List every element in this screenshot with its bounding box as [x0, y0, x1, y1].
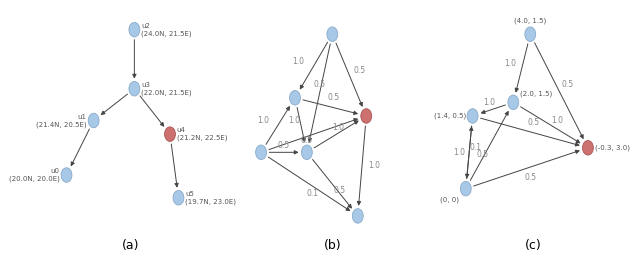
Text: 0.1: 0.1 — [307, 189, 319, 198]
Text: 0.5: 0.5 — [353, 66, 365, 75]
Circle shape — [460, 181, 471, 196]
Text: 0.5: 0.5 — [328, 93, 340, 102]
Text: (0, 0): (0, 0) — [440, 197, 459, 203]
Text: (-0.3, 3.0): (-0.3, 3.0) — [595, 144, 630, 151]
Text: (b): (b) — [323, 239, 341, 252]
Circle shape — [467, 109, 478, 123]
Text: 0.5: 0.5 — [278, 141, 290, 150]
Text: 0.5: 0.5 — [301, 136, 313, 146]
Text: 1.0: 1.0 — [292, 57, 305, 66]
Text: (1.4, 0.5): (1.4, 0.5) — [433, 113, 466, 119]
Text: u1
(21.4N, 20.5E): u1 (21.4N, 20.5E) — [36, 114, 87, 127]
Text: 1.0: 1.0 — [453, 148, 465, 157]
Text: 0.5: 0.5 — [333, 187, 345, 195]
Circle shape — [301, 145, 312, 160]
Text: 0.5: 0.5 — [527, 118, 540, 127]
Text: 0.5: 0.5 — [561, 80, 573, 89]
Text: (4.0, 1.5): (4.0, 1.5) — [514, 17, 547, 24]
Text: (c): (c) — [525, 239, 542, 252]
Circle shape — [88, 113, 99, 128]
Circle shape — [61, 168, 72, 182]
Text: u2
(24.0N, 21.5E): u2 (24.0N, 21.5E) — [141, 23, 192, 37]
Circle shape — [361, 109, 372, 123]
Circle shape — [173, 190, 184, 205]
Text: 0.1: 0.1 — [470, 143, 482, 152]
Text: (a): (a) — [122, 239, 140, 252]
Circle shape — [164, 127, 175, 141]
Text: (2.0, 1.5): (2.0, 1.5) — [520, 90, 552, 96]
Text: 0.5: 0.5 — [477, 150, 489, 159]
Circle shape — [582, 141, 593, 155]
Text: u3
(22.0N, 21.5E): u3 (22.0N, 21.5E) — [141, 82, 192, 96]
Text: 1.0: 1.0 — [484, 98, 495, 107]
Text: 1.0: 1.0 — [504, 59, 516, 68]
Circle shape — [129, 82, 140, 96]
Circle shape — [255, 145, 266, 160]
Text: u5
(19.7N, 23.0E): u5 (19.7N, 23.0E) — [185, 191, 236, 205]
Text: 1.0: 1.0 — [552, 116, 563, 125]
Text: 1.0: 1.0 — [288, 116, 300, 125]
Circle shape — [129, 22, 140, 37]
Text: 1.0: 1.0 — [257, 116, 269, 125]
Text: 0.5: 0.5 — [314, 80, 326, 89]
Circle shape — [508, 95, 519, 110]
Circle shape — [353, 209, 363, 223]
Text: 1.0: 1.0 — [368, 162, 380, 171]
Text: 0.5: 0.5 — [524, 173, 536, 182]
Circle shape — [525, 27, 536, 42]
Text: u4
(21.2N, 22.5E): u4 (21.2N, 22.5E) — [177, 127, 227, 141]
Circle shape — [289, 91, 300, 105]
Circle shape — [327, 27, 338, 42]
Text: 1.0: 1.0 — [332, 123, 344, 132]
Text: u0
(20.0N, 20.0E): u0 (20.0N, 20.0E) — [9, 168, 60, 182]
